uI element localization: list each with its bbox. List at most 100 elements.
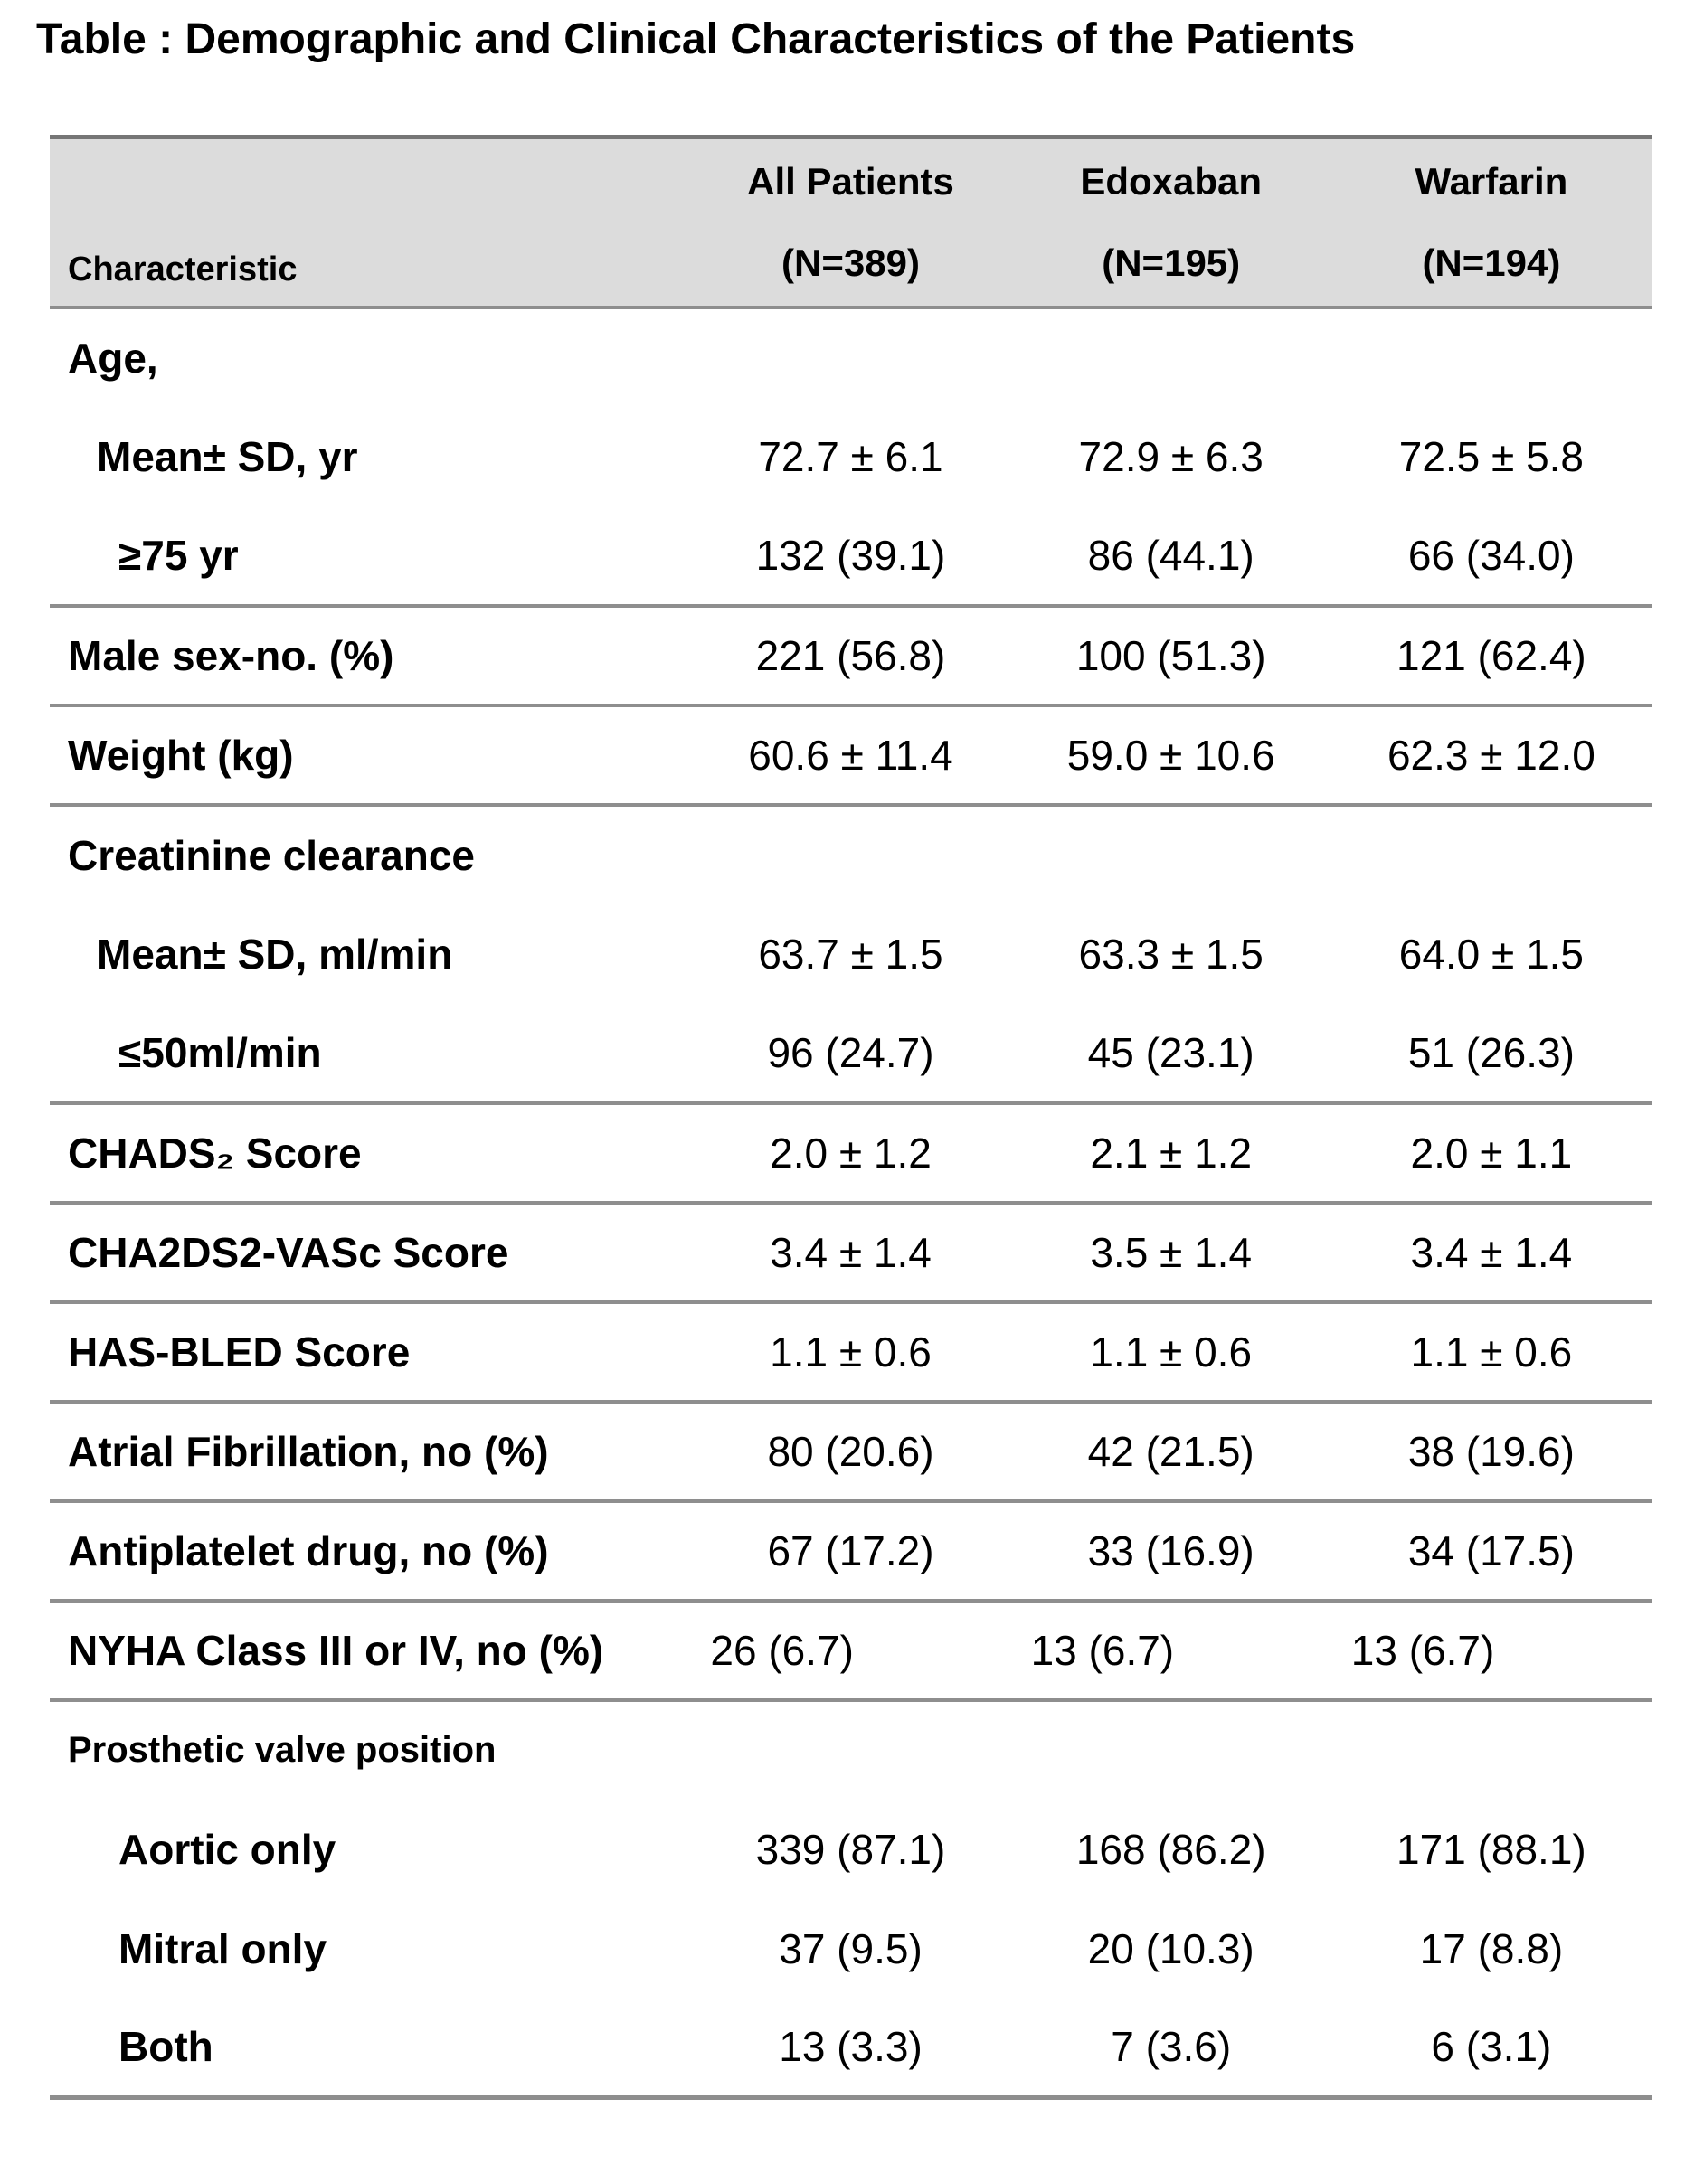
cell-all-patients: 63.7 ± 1.5 — [758, 930, 943, 978]
cell-all-patients: 2.0 ± 1.2 — [770, 1129, 932, 1177]
cell-edoxaban: 168 (86.2) — [1075, 1825, 1266, 1873]
cell-warfarin: 171 (88.1) — [1396, 1825, 1586, 1873]
cell-warfarin: 6 (3.1) — [1431, 2023, 1552, 2071]
table-title: Table : Demographic and Clinical Charact… — [36, 15, 1356, 63]
cell-all-patients: 37 (9.5) — [779, 1924, 923, 1972]
cell-edoxaban: 45 (23.1) — [1087, 1028, 1254, 1076]
cell-edoxaban: 20 (10.3) — [1087, 1924, 1254, 1972]
cell-warfarin — [1331, 805, 1652, 904]
row-label: CHA2DS2-VASc Score — [68, 1228, 509, 1276]
table-row: CHA2DS2-VASc Score 3.4 ± 1.4 3.5 ± 1.4 3.4 … — [50, 1203, 1652, 1302]
cell-all-patients — [690, 1700, 1010, 1800]
column-name: All Patients — [747, 159, 954, 203]
table-row: ≥75 yr 132 (39.1) 86 (44.1) 66 (34.0) — [50, 506, 1652, 606]
table-row: Atrial Fibrillation, no (%) 80 (20.6) 42 (… — [50, 1402, 1652, 1501]
table-row: CHADS₂ Score 2.0 ± 1.2 2.1 ± 1.2 2.0 ± 1.1 — [50, 1103, 1652, 1203]
cell-edoxaban — [1011, 307, 1331, 407]
row-label: CHADS₂ Score — [68, 1129, 362, 1177]
cell-warfarin: 51 (26.3) — [1407, 1028, 1575, 1076]
cell-all-patients: 1.1 ± 0.6 — [770, 1328, 932, 1376]
cell-edoxaban: 100 (51.3) — [1075, 631, 1266, 679]
table-header: Characteristic All Patients (N=389) Edox… — [50, 137, 1652, 307]
row-label: ≤50ml/min — [118, 1028, 322, 1076]
cell-edoxaban: 33 (16.9) — [1087, 1527, 1254, 1574]
cell-edoxaban: 1.1 ± 0.6 — [1090, 1328, 1253, 1376]
table-row: Mitral only 37 (9.5) 20 (10.3) 17 (8.8) — [50, 1899, 1652, 1999]
cell-edoxaban: 13 (6.7) — [1030, 1626, 1175, 1674]
column-header-edoxaban: Edoxaban (N=195) — [1011, 137, 1331, 307]
column-n-count: (N=389) — [781, 241, 920, 284]
cell-warfarin: 1.1 ± 0.6 — [1410, 1328, 1573, 1376]
cell-all-patients: 221 (56.8) — [755, 631, 946, 679]
cell-edoxaban: 72.9 ± 6.3 — [1078, 432, 1264, 480]
row-label: Both — [118, 2023, 213, 2071]
table-row: Aortic only 339 (87.1) 168 (86.2) 171 (88.1… — [50, 1800, 1652, 1899]
cell-all-patients: 339 (87.1) — [755, 1825, 946, 1873]
table-row: Creatinine clearance — [50, 805, 1652, 904]
cell-warfarin: 38 (19.6) — [1407, 1427, 1575, 1475]
cell-warfarin: 3.4 ± 1.4 — [1410, 1228, 1573, 1276]
cell-warfarin: 13 (6.7) — [1350, 1626, 1495, 1674]
cell-all-patients: 3.4 ± 1.4 — [770, 1228, 932, 1276]
cell-edoxaban: 59.0 ± 10.6 — [1066, 731, 1275, 779]
table-row: Prosthetic valve position — [50, 1700, 1652, 1800]
row-label: ≥75 yr — [118, 531, 239, 579]
table-row: ≤50ml/min 96 (24.7) 45 (23.1) 51 (26.3) — [50, 1004, 1652, 1103]
cell-all-patients: 132 (39.1) — [755, 531, 946, 579]
cell-warfarin — [1331, 1700, 1652, 1800]
table-row: Mean± SD, yr 72.7 ± 6.1 72.9 ± 6.3 72.5 ± 5… — [50, 407, 1652, 506]
table-body: Age, Mean± SD, yr 72.7 ± 6.1 72.9 ± 6.3 72.5… — [50, 307, 1652, 2098]
column-n-count: (N=195) — [1102, 241, 1241, 284]
cell-warfarin: 62.3 ± 12.0 — [1387, 731, 1595, 779]
cell-all-patients: 60.6 ± 11.4 — [748, 731, 953, 779]
column-header-characteristic: Characteristic — [68, 250, 298, 288]
row-label: Atrial Fibrillation, no (%) — [68, 1427, 549, 1475]
cell-all-patients: 80 (20.6) — [767, 1427, 934, 1475]
cell-all-patients: 72.7 ± 6.1 — [758, 432, 943, 480]
cell-edoxaban — [1011, 805, 1331, 904]
table-row: NYHA Class III or IV, no (%) 26 (6.7) 13 (… — [50, 1601, 1652, 1700]
cell-warfarin: 17 (8.8) — [1419, 1924, 1564, 1972]
row-label: Weight (kg) — [68, 731, 294, 779]
cell-edoxaban: 7 (3.6) — [1111, 2023, 1232, 2071]
column-n-count: (N=194) — [1422, 241, 1561, 284]
characteristics-table: Characteristic All Patients (N=389) Edox… — [50, 135, 1652, 2100]
row-label: Aortic only — [118, 1825, 336, 1873]
row-label: Creatinine clearance — [68, 831, 476, 879]
row-label: Prosthetic valve position — [68, 1730, 497, 1770]
cell-all-patients — [690, 307, 1010, 407]
table-row: HAS-BLED Score 1.1 ± 0.6 1.1 ± 0.6 1.1 ± 0.… — [50, 1302, 1652, 1402]
cell-warfarin: 66 (34.0) — [1407, 531, 1575, 579]
header-row: Characteristic All Patients (N=389) Edox… — [50, 137, 1652, 307]
row-label: HAS-BLED Score — [68, 1328, 411, 1376]
row-label: Mitral only — [118, 1924, 327, 1972]
cell-warfarin: 2.0 ± 1.1 — [1410, 1129, 1573, 1177]
column-name: Edoxaban — [1080, 159, 1263, 203]
cell-all-patients: 67 (17.2) — [767, 1527, 934, 1574]
cell-warfarin: 64.0 ± 1.5 — [1398, 930, 1585, 978]
row-label: NYHA Class III or IV, no (%) — [68, 1626, 604, 1674]
cell-edoxaban: 63.3 ± 1.5 — [1078, 930, 1264, 978]
row-label: Mean± SD, ml/min — [97, 930, 453, 978]
cell-all-patients: 96 (24.7) — [767, 1028, 934, 1076]
cell-warfarin — [1331, 307, 1652, 407]
cell-all-patients — [690, 805, 1010, 904]
table-row: Both 13 (3.3) 7 (3.6) 6 (3.1) — [50, 1999, 1652, 2098]
cell-edoxaban: 42 (21.5) — [1087, 1427, 1254, 1475]
cell-edoxaban: 86 (44.1) — [1087, 531, 1254, 579]
row-label: Male sex-no. (%) — [68, 631, 394, 679]
table-row: Mean± SD, ml/min 63.7 ± 1.5 63.3 ± 1.5 64.0… — [50, 904, 1652, 1004]
cell-edoxaban: 2.1 ± 1.2 — [1090, 1129, 1253, 1177]
cell-warfarin: 121 (62.4) — [1396, 631, 1586, 679]
cell-warfarin: 72.5 ± 5.8 — [1398, 432, 1585, 480]
column-header-all-patients: All Patients (N=389) — [690, 137, 1010, 307]
cell-all-patients: 26 (6.7) — [710, 1626, 854, 1674]
row-label: Age, — [68, 334, 158, 382]
table-row: Age, — [50, 307, 1652, 407]
table-row: Weight (kg) 60.6 ± 11.4 59.0 ± 10.6 62.3 ± … — [50, 705, 1652, 805]
table-row: Antiplatelet drug, no (%) 67 (17.2) 33 (16… — [50, 1501, 1652, 1601]
column-name: Warfarin — [1415, 159, 1568, 203]
cell-all-patients: 13 (3.3) — [779, 2023, 923, 2071]
row-label: Antiplatelet drug, no (%) — [68, 1527, 549, 1574]
